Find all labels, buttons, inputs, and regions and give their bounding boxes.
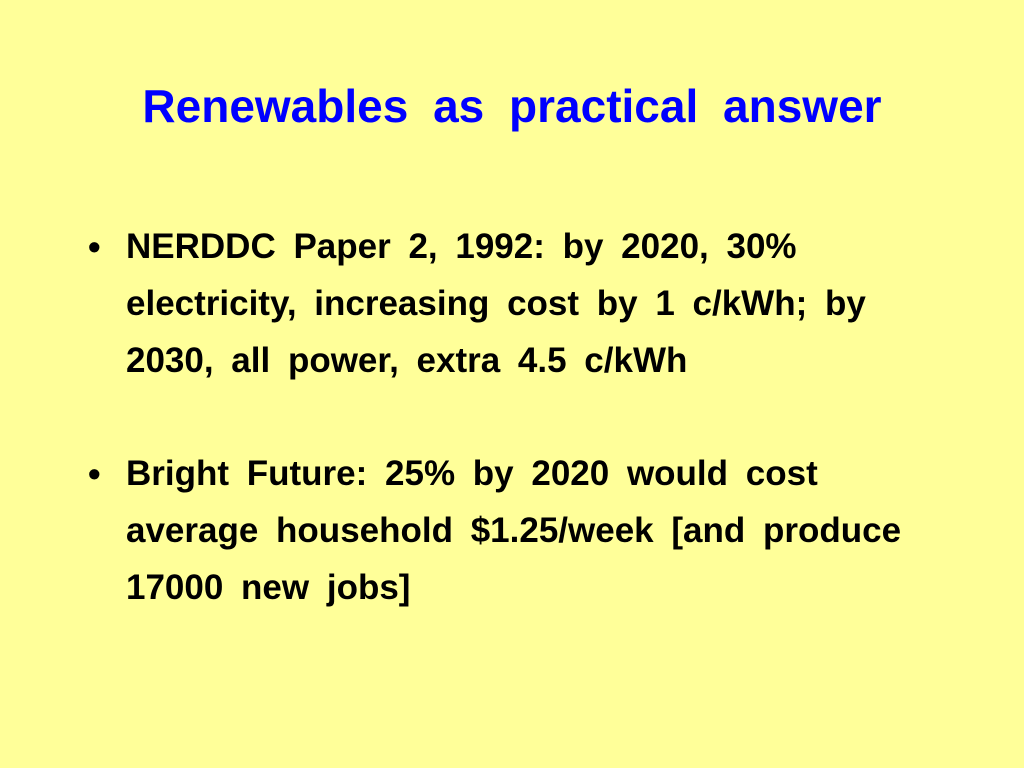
bullet-dot-icon: •	[88, 453, 101, 494]
bullet-text: Bright Future: 25% by 2020 would cost av…	[126, 454, 902, 607]
bullet-item-nerddc: • NERDDC Paper 2, 1992: by 2020, 30% ele…	[88, 218, 948, 389]
slide-title: Renewables as practical answer	[142, 80, 882, 132]
bullet-dot-icon: •	[88, 226, 101, 267]
bullet-list: • NERDDC Paper 2, 1992: by 2020, 30% ele…	[88, 218, 948, 672]
bullet-text: NERDDC Paper 2, 1992: by 2020, 30% elect…	[126, 227, 866, 380]
bullet-item-bright-future: • Bright Future: 25% by 2020 would cost …	[88, 445, 948, 616]
